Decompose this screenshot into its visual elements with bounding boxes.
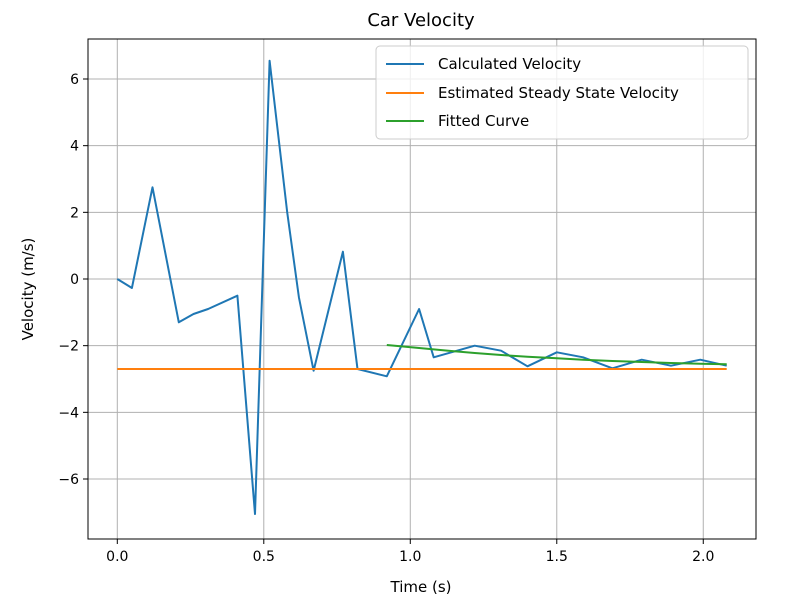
y-tick-label: −2 bbox=[58, 339, 79, 355]
y-tick-label: 0 bbox=[70, 272, 79, 288]
x-axis-label: Time (s) bbox=[390, 578, 452, 596]
legend-label-calculated-velocity: Calculated Velocity bbox=[438, 55, 581, 73]
y-axis-label: Velocity (m/s) bbox=[19, 238, 37, 341]
chart-title: Car Velocity bbox=[367, 10, 475, 31]
legend: Calculated Velocity Estimated Steady Sta… bbox=[375, 45, 749, 140]
x-tick-label: 1.5 bbox=[546, 549, 568, 565]
series-lines bbox=[116, 59, 727, 515]
y-tick-label: −6 bbox=[58, 472, 79, 488]
x-tick-label: 2.0 bbox=[692, 549, 714, 565]
x-tick-label: 0.5 bbox=[253, 549, 275, 565]
plot-frame bbox=[87, 38, 757, 540]
fitted-curve-line bbox=[386, 344, 727, 366]
y-tick-label: 4 bbox=[70, 139, 79, 155]
legend-label-fitted-curve: Fitted Curve bbox=[438, 112, 529, 130]
legend-box bbox=[375, 45, 749, 140]
y-tick-label: 2 bbox=[70, 205, 79, 221]
legend-label-steady-state-velocity: Estimated Steady State Velocity bbox=[438, 84, 679, 102]
y-tick-label: 6 bbox=[70, 72, 79, 88]
y-tick-label: −4 bbox=[58, 405, 79, 421]
axis-ticks: 0.0 0.5 1.0 1.5 2.0 −6 −4 −2 0 2 4 6 bbox=[58, 72, 714, 565]
x-tick-label: 0.0 bbox=[106, 549, 128, 565]
x-tick-label: 1.0 bbox=[399, 549, 421, 565]
